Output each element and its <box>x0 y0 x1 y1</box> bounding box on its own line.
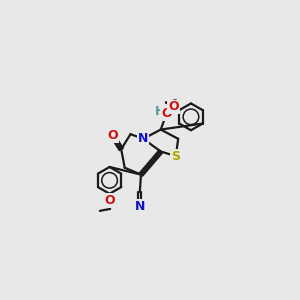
Text: S: S <box>171 150 180 163</box>
Text: N: N <box>138 132 148 145</box>
Text: O: O <box>168 100 179 113</box>
Text: H: H <box>155 105 165 118</box>
Text: O: O <box>161 107 172 120</box>
Text: O: O <box>107 129 118 142</box>
Text: O: O <box>104 194 115 207</box>
Text: N: N <box>135 200 145 213</box>
